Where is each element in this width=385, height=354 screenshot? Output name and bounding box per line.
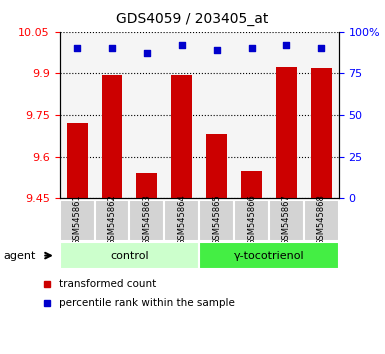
- Text: GSM545863: GSM545863: [142, 194, 151, 245]
- Bar: [206, 135, 227, 198]
- Bar: [129, 200, 164, 241]
- Bar: [60, 242, 199, 269]
- Text: γ-tocotrienol: γ-tocotrienol: [234, 251, 304, 261]
- Text: GDS4059 / 203405_at: GDS4059 / 203405_at: [116, 12, 269, 27]
- Bar: [304, 200, 339, 241]
- Point: [109, 46, 115, 51]
- Point: [74, 46, 80, 51]
- Bar: [164, 200, 199, 241]
- Bar: [136, 173, 157, 198]
- Bar: [269, 200, 304, 241]
- Text: percentile rank within the sample: percentile rank within the sample: [59, 298, 235, 308]
- Bar: [171, 75, 192, 198]
- Text: GSM545861: GSM545861: [73, 194, 82, 245]
- Point: [144, 51, 150, 56]
- Text: GSM545862: GSM545862: [107, 194, 117, 245]
- Bar: [95, 200, 129, 241]
- Text: GSM545864: GSM545864: [177, 194, 186, 245]
- Bar: [311, 68, 332, 198]
- Point: [179, 42, 185, 48]
- Text: GSM545866: GSM545866: [247, 194, 256, 245]
- Text: control: control: [110, 251, 149, 261]
- Point: [283, 42, 290, 48]
- Bar: [234, 200, 269, 241]
- Text: GSM545868: GSM545868: [317, 194, 326, 245]
- Bar: [199, 242, 339, 269]
- Bar: [199, 200, 234, 241]
- Point: [214, 47, 220, 53]
- Bar: [67, 123, 88, 198]
- Bar: [102, 75, 122, 198]
- Point: [318, 46, 325, 51]
- Text: GSM545865: GSM545865: [212, 194, 221, 245]
- Bar: [241, 171, 262, 198]
- Bar: [276, 67, 297, 198]
- Text: GSM545867: GSM545867: [282, 194, 291, 245]
- Text: transformed count: transformed count: [59, 279, 157, 289]
- Point: [248, 46, 254, 51]
- Text: agent: agent: [4, 251, 36, 261]
- Bar: [60, 200, 95, 241]
